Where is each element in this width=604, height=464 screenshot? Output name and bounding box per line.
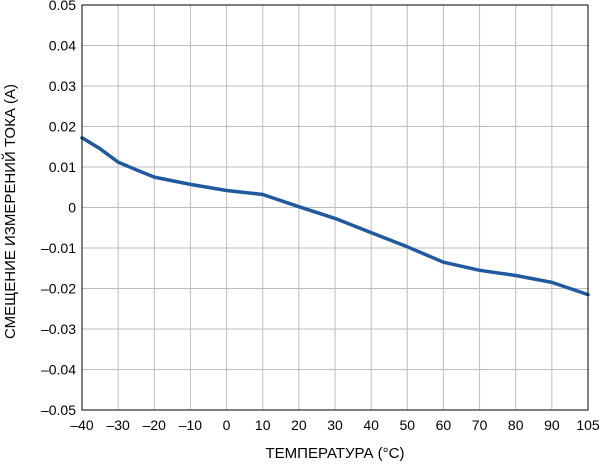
x-tick-label: –10 <box>179 417 203 433</box>
series-layer <box>80 136 590 297</box>
x-tick-label: 0 <box>223 417 231 433</box>
x-tick-label: –30 <box>106 417 130 433</box>
y-tick-label: 0.01 <box>49 159 76 175</box>
x-tick-label: 50 <box>399 417 415 433</box>
y-tick-label: 0.02 <box>49 119 76 135</box>
y-axis-label: СМЕЩЕНИЕ ИЗМЕРЕНИЙ ТОКА (A) <box>1 84 19 339</box>
y-tick-label: –0.04 <box>41 362 76 378</box>
x-tick-label: –40 <box>70 417 94 433</box>
x-tick-label: 40 <box>363 417 379 433</box>
x-tick-label: 90 <box>544 417 560 433</box>
y-tick-label: 0.04 <box>49 38 76 54</box>
x-tick-label: 30 <box>327 417 343 433</box>
x-tick-label: 105 <box>576 417 600 433</box>
x-tick-label: 80 <box>508 417 524 433</box>
y-tick-label: –0.05 <box>41 402 76 418</box>
x-tick-label: 10 <box>255 417 271 433</box>
tick-labels: –40 –30 –20 –10 0 10 20 30 40 50 60 70 80 90 105 0.05 0.… <box>41 0 600 433</box>
x-tick-label: 70 <box>472 417 488 433</box>
series-line <box>80 136 590 297</box>
y-tick-label: –0.02 <box>41 281 76 297</box>
x-tick-label: 20 <box>291 417 307 433</box>
y-tick-label: 0.03 <box>49 78 76 94</box>
x-tick-label: 60 <box>436 417 452 433</box>
y-tick-label: –0.03 <box>41 321 76 337</box>
grid <box>82 5 588 410</box>
x-tick-label: –20 <box>143 417 167 433</box>
plot-frame <box>81 4 589 411</box>
y-tick-label: 0.05 <box>49 0 76 13</box>
y-tick-label: 0 <box>68 200 76 216</box>
x-axis-label: ТЕМПЕРАТУРА (°C) <box>266 445 405 462</box>
y-tick-label: –0.01 <box>41 240 76 256</box>
